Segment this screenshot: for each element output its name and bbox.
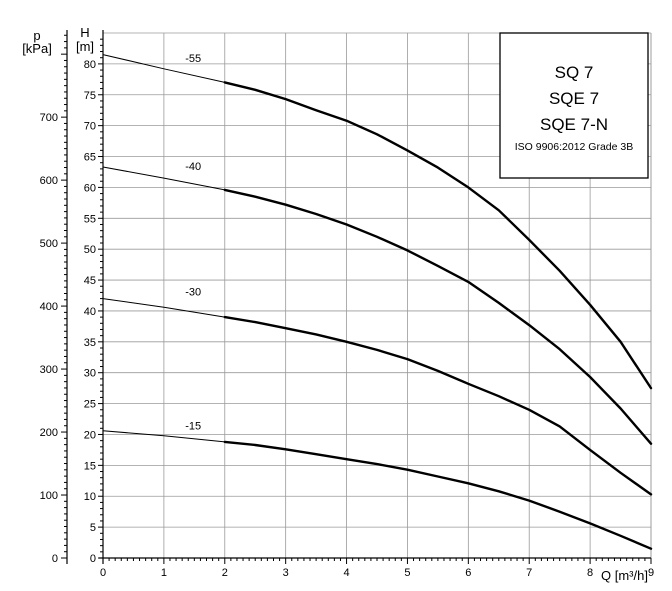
h-tick-label: 45 xyxy=(84,275,96,287)
p-tick-label: 500 xyxy=(40,238,58,250)
p-tick-label: 600 xyxy=(40,175,58,187)
p-axis-symbol: p xyxy=(33,28,40,43)
curve-minus15-low-flow xyxy=(102,430,225,443)
x-tick-label: 3 xyxy=(283,567,289,579)
curve-minus55 xyxy=(223,81,653,390)
h-tick-label: 65 xyxy=(84,152,96,164)
h-tick-label: 80 xyxy=(84,59,96,71)
p-tick-label: 200 xyxy=(40,427,58,439)
h-tick-label: 70 xyxy=(84,121,96,133)
x-tick-label: 9 xyxy=(648,567,654,579)
curve-minus40-low-flow xyxy=(102,166,225,191)
axes xyxy=(61,30,652,564)
title-box: SQ 7 SQE 7 SQE 7-N ISO 9906:2012 Grade 3… xyxy=(499,32,649,179)
h-axis-unit: [m] xyxy=(76,39,94,54)
x-tick-label: 2 xyxy=(222,567,228,579)
curve-label: -30 xyxy=(185,287,201,299)
p-tick-label: 0 xyxy=(52,553,58,565)
x-tick-label: 7 xyxy=(526,567,532,579)
h-tick-label: 0 xyxy=(90,553,96,565)
h-tick-label: 40 xyxy=(84,306,96,318)
h-tick-label: 20 xyxy=(84,429,96,441)
x-tick-label: 0 xyxy=(100,567,106,579)
x-tick-label: 5 xyxy=(404,567,410,579)
h-tick-label: 35 xyxy=(84,337,96,349)
x-tick-label: 8 xyxy=(587,567,593,579)
title-line-2: SQE 7 xyxy=(549,89,599,108)
p-axis-unit: [kPa] xyxy=(22,41,52,56)
curve-label: -15 xyxy=(185,421,201,433)
h-tick-label: 10 xyxy=(84,491,96,503)
curve-minus55-low-flow xyxy=(102,54,225,83)
curve-label: -40 xyxy=(185,161,201,173)
subtitle-standard: ISO 9906:2012 Grade 3B xyxy=(515,141,634,153)
curve-label: -55 xyxy=(185,53,201,65)
x-axis-label: Q [m³/h] xyxy=(601,568,648,583)
p-tick-label: 700 xyxy=(40,112,58,124)
h-axis-symbol: H xyxy=(80,25,89,40)
h-tick-label: 50 xyxy=(84,244,96,256)
x-tick-label: 4 xyxy=(343,567,349,579)
x-tick-label: 6 xyxy=(465,567,471,579)
p-tick-label: 400 xyxy=(40,301,58,313)
h-tick-label: 60 xyxy=(84,182,96,194)
curve-minus30 xyxy=(223,315,653,496)
h-tick-label: 15 xyxy=(84,460,96,472)
curve-minus15 xyxy=(223,440,653,550)
h-tick-label: 30 xyxy=(84,368,96,380)
x-tick-label: 1 xyxy=(161,567,167,579)
title-line-1: SQ 7 xyxy=(555,63,594,82)
h-tick-label: 75 xyxy=(84,90,96,102)
curves: -55 -40 -30 -15 xyxy=(102,53,653,550)
h-tick-label: 25 xyxy=(84,399,96,411)
h-tick-label: 5 xyxy=(90,522,96,534)
p-tick-label: 100 xyxy=(40,490,58,502)
tick-labels: 0510152025303540455055606570758001002003… xyxy=(40,59,654,579)
curve-minus30-low-flow xyxy=(102,298,225,318)
p-tick-label: 300 xyxy=(40,364,58,376)
title-box-frame xyxy=(499,32,649,179)
curve-minus40 xyxy=(223,188,653,445)
title-line-3: SQE 7-N xyxy=(540,115,608,134)
h-tick-label: 55 xyxy=(84,213,96,225)
